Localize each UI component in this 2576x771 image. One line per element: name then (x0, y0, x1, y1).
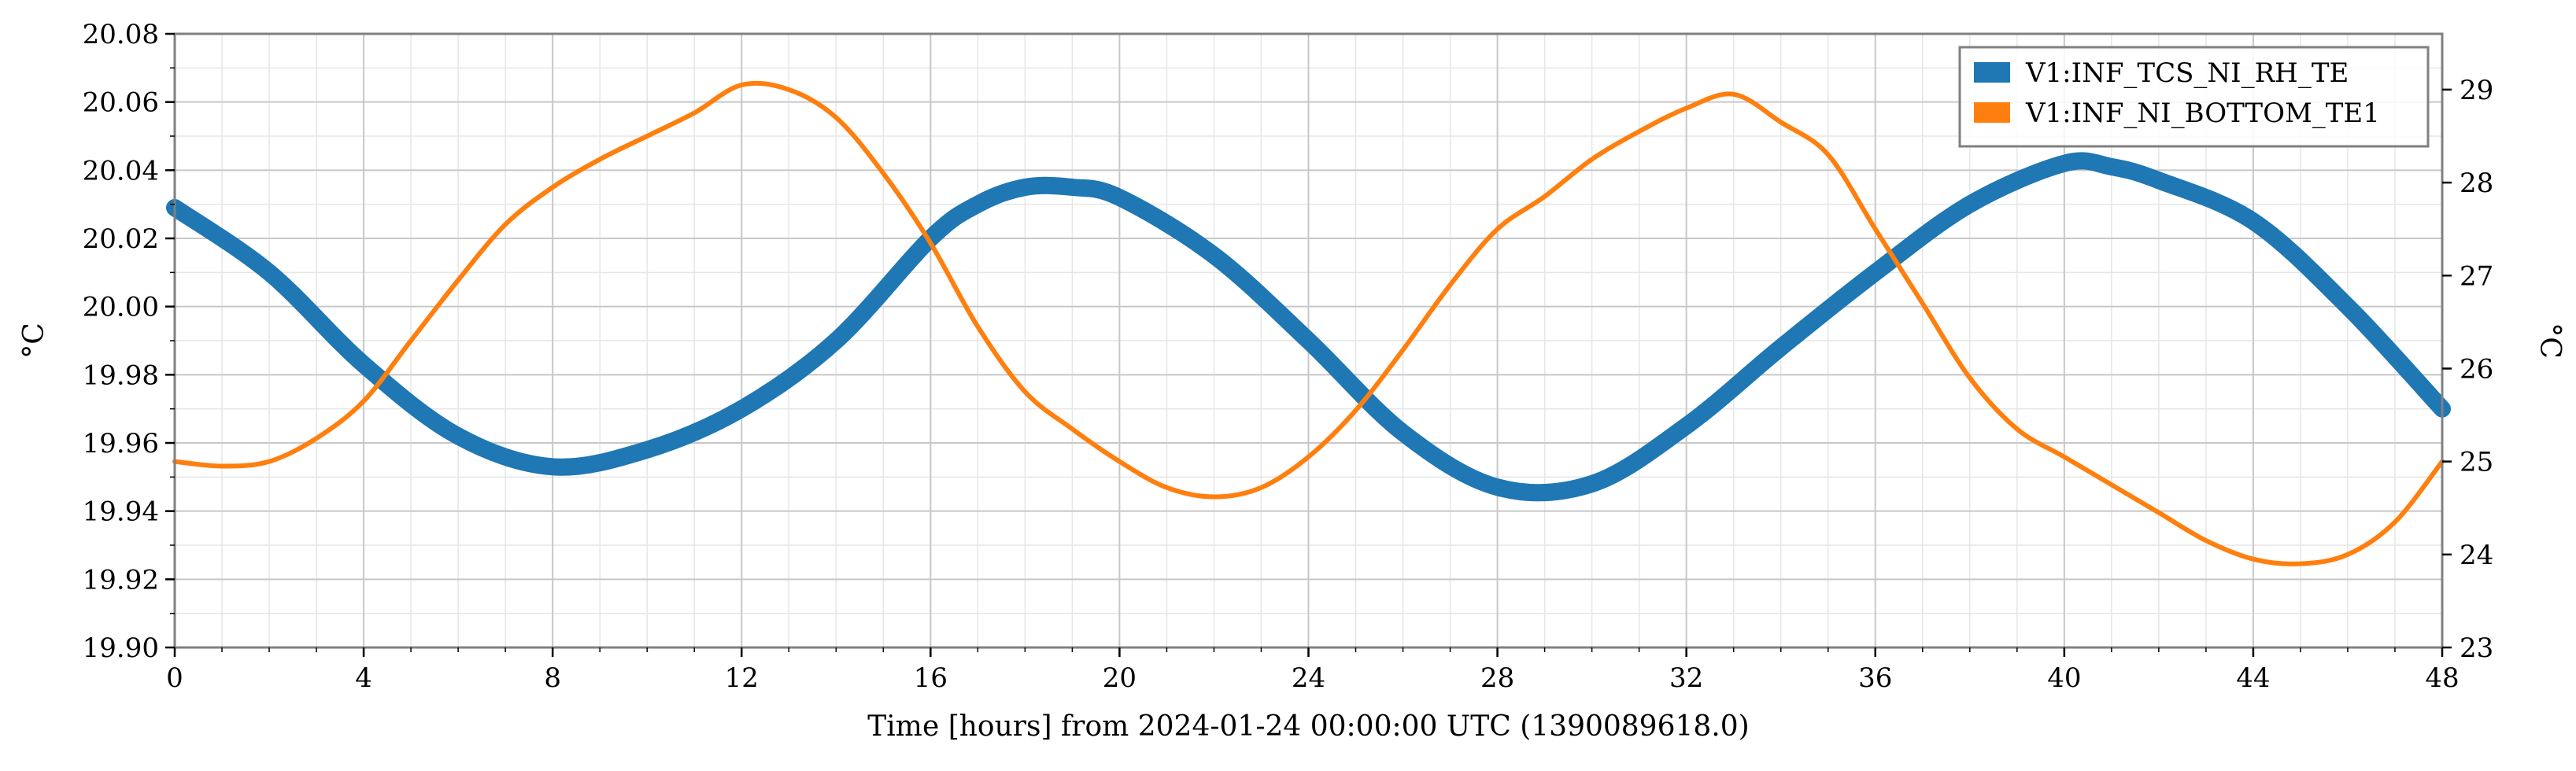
y-left-tick-label: 19.92 (83, 564, 159, 596)
y-left-tick-label: 20.06 (83, 87, 159, 119)
x-tick-label: 12 (725, 662, 759, 694)
x-tick-label: 4 (355, 662, 372, 694)
x-tick-label: 20 (1103, 662, 1136, 694)
legend-label-bottom-te1: V1:INF_NI_BOTTOM_TE1 (2025, 98, 2380, 129)
y-right-tick-label: 25 (2460, 447, 2493, 478)
x-tick-label: 44 (2236, 662, 2270, 694)
x-tick-label: 36 (1858, 662, 1892, 694)
y-right-tick-label: 23 (2460, 633, 2493, 664)
x-axis-title: Time [hours] from 2024-01-24 00:00:00 UT… (867, 710, 1749, 743)
x-tick-label: 24 (1292, 662, 1325, 694)
x-tick-label: 32 (1669, 662, 1703, 694)
y-left-tick-label: 20.02 (83, 223, 159, 255)
y-right-tick-label: 27 (2460, 260, 2493, 292)
y-left-tick-label: 19.94 (83, 496, 159, 528)
x-tick-label: 28 (1480, 662, 1514, 694)
legend-box (1958, 46, 2430, 148)
y-axis-left-title: °C (18, 323, 50, 359)
legend-swatch-bottom-te1 (1974, 102, 2010, 123)
y-left-tick-label: 19.98 (83, 360, 159, 391)
series-lines (166, 80, 2451, 566)
y-left-tick-label: 19.90 (83, 633, 159, 664)
x-tick-label: 0 (166, 662, 183, 694)
y-right-tick-label: 24 (2460, 540, 2493, 571)
x-tick-label: 48 (2425, 662, 2459, 694)
series-line-rh-te (166, 152, 2451, 502)
legend: V1:INF_TCS_NI_RH_TE V1:INF_NI_BOTTOM_TE1 (1958, 46, 2430, 148)
series-line-bottom-te1 (172, 80, 2445, 566)
legend-swatch-rh-te (1974, 62, 2010, 83)
legend-label-rh-te: V1:INF_TCS_NI_RH_TE (2025, 57, 2349, 89)
x-tick-label: 40 (2047, 662, 2081, 694)
axes: 0 4 8 12 16 20 24 28 32 36 40 44 4819.9019.9219.9419… (83, 19, 2494, 694)
y-left-tick-label: 19.96 (83, 428, 159, 459)
y-axis-right-title: °C (2533, 323, 2566, 359)
y-left-tick-label: 20.08 (83, 19, 159, 50)
x-tick-label: 8 (544, 662, 561, 694)
y-left-tick-label: 20.00 (83, 292, 159, 323)
y-right-tick-label: 26 (2460, 353, 2493, 385)
y-right-tick-label: 28 (2460, 168, 2493, 199)
x-tick-label: 16 (914, 662, 948, 694)
y-left-tick-label: 20.04 (83, 155, 159, 186)
y-right-tick-label: 29 (2460, 75, 2493, 106)
